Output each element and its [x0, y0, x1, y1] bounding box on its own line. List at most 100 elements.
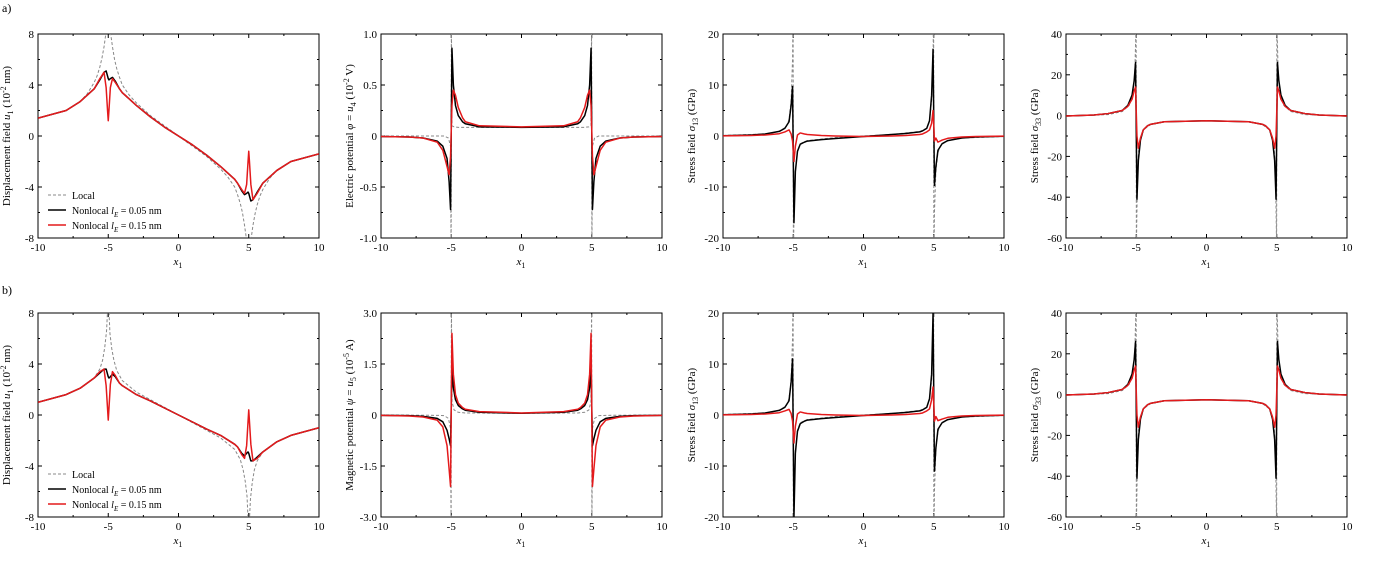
- series-line-nl2: [723, 386, 1004, 444]
- y-tick-label: -8: [25, 233, 35, 245]
- y-axis-label-part: nm): [1, 345, 13, 366]
- x-tick-label: 5: [589, 242, 595, 254]
- x-tick-label: -10: [31, 242, 46, 254]
- y-tick-label: 4: [29, 359, 35, 371]
- x-tick-label: -5: [104, 242, 114, 254]
- y-tick-label: 0: [1057, 111, 1063, 123]
- y-axis-label-part: σ: [1029, 125, 1041, 131]
- y-tick-label: -20: [1047, 430, 1062, 442]
- series-group: [723, 34, 1004, 238]
- legend-label-local: Local: [72, 191, 95, 202]
- y-axis-label: Electric potential φ = u4 (10-2 V): [342, 64, 358, 208]
- row-label-a: a): [2, 1, 11, 15]
- y-tick-label: 20: [1051, 70, 1063, 82]
- x-axis-label-part: x: [1201, 535, 1207, 547]
- x-axis-label-part: 1: [863, 261, 867, 270]
- x-tick-label: 0: [1204, 242, 1210, 254]
- x-tick-label: -10: [31, 521, 46, 533]
- x-axis-label-part: 1: [178, 540, 182, 549]
- series-line-nl2: [1066, 86, 1347, 149]
- y-axis-label-part: u: [344, 106, 356, 112]
- x-axis-label-part: x: [173, 256, 179, 268]
- x-tick-label: 0: [176, 521, 182, 533]
- y-axis-label-part: σ: [686, 125, 698, 131]
- x-tick-label: -10: [1059, 521, 1074, 533]
- x-axis-label-part: x: [516, 256, 522, 268]
- y-axis-label-part: (GPa): [1029, 367, 1041, 396]
- y-axis-label-part: A): [344, 339, 356, 353]
- x-axis-label-part: 1: [1206, 540, 1210, 549]
- y-axis-label-part: (GPa): [686, 88, 698, 117]
- row-label-b: b): [2, 283, 12, 297]
- x-axis-label-part: 1: [521, 540, 525, 549]
- y-axis-label-part: 4: [349, 102, 358, 106]
- y-axis-label-part: 33: [1034, 397, 1043, 405]
- y-tick-label: 0: [29, 131, 35, 143]
- y-tick-label: 20: [708, 308, 720, 320]
- y-axis-label-part: (10: [344, 359, 356, 377]
- y-axis-label-part: Magnetic potential: [344, 405, 356, 491]
- y-axis-label-part: (GPa): [686, 367, 698, 396]
- y-axis-label: Stress field σ33 (GPa): [1029, 88, 1043, 183]
- series-line-local: [1066, 313, 1347, 517]
- x-axis-label-part: 1: [863, 540, 867, 549]
- series-line-nl1: [1066, 61, 1347, 200]
- chart-panel-1: -10 -5 0 5 10 -1.0 -0.5 0 0.5 1.0 x1 Electric poten…: [342, 29, 668, 270]
- x-axis-label-part: x: [1201, 256, 1207, 268]
- y-axis-label-part: (GPa): [1029, 88, 1041, 117]
- y-axis-label-part: -5: [342, 353, 351, 360]
- series-group: [38, 34, 319, 238]
- y-tick-label: 0: [1057, 390, 1063, 402]
- y-axis-label-part: =: [344, 112, 356, 124]
- y-axis-label-part: 33: [1034, 118, 1043, 126]
- x-axis-label-part: 1: [178, 261, 182, 270]
- y-tick-label: -3.0: [360, 512, 378, 524]
- series-line-nl2: [38, 71, 319, 201]
- x-tick-label: -5: [789, 242, 799, 254]
- y-tick-label: 3.0: [363, 308, 377, 320]
- x-tick-label: -10: [716, 242, 731, 254]
- x-tick-label: 0: [176, 242, 182, 254]
- x-axis-label: x1: [173, 535, 183, 549]
- y-tick-label: -10: [704, 461, 719, 473]
- y-tick-label: 0: [372, 410, 378, 422]
- y-tick-label: 20: [708, 29, 720, 41]
- y-axis-label-part: =: [344, 387, 356, 399]
- y-tick-label: -20: [1047, 151, 1062, 163]
- x-tick-label: -10: [374, 242, 389, 254]
- legend: Local Nonlocal lE = 0.05 nm Nonlocal lE = …: [48, 191, 162, 234]
- x-tick-label: 5: [931, 242, 937, 254]
- x-axis-label: x1: [516, 256, 526, 270]
- y-axis-label-part: φ: [344, 124, 356, 130]
- y-tick-label: 0.5: [363, 80, 377, 92]
- y-axis-label-part: 1: [6, 110, 15, 114]
- y-axis-label-part: -2: [0, 365, 8, 372]
- chart-panel-3: -10 -5 0 5 10 -60 -40 -20 0 20 40 x1 Stress field σ3…: [1029, 29, 1353, 270]
- x-tick-label: 10: [999, 242, 1011, 254]
- y-axis-label-part: Stress field: [686, 410, 698, 462]
- x-axis-label-part: x: [858, 535, 864, 547]
- y-tick-label: 0: [714, 410, 720, 422]
- y-axis-label-part: Stress field: [1029, 131, 1041, 183]
- series-line-local: [1066, 34, 1347, 238]
- series-line-nl2: [381, 332, 662, 488]
- y-tick-label: -20: [704, 512, 719, 524]
- x-tick-label: -5: [447, 242, 457, 254]
- y-tick-label: -4: [25, 461, 35, 473]
- y-axis-label-part: V): [344, 64, 356, 78]
- y-axis-label-part: 1: [6, 389, 15, 393]
- x-tick-label: 10: [999, 521, 1011, 533]
- series-line-nl2: [1066, 365, 1347, 428]
- y-tick-label: -40: [1047, 192, 1062, 204]
- x-axis-label: x1: [173, 256, 183, 270]
- y-tick-label: -60: [1047, 233, 1062, 245]
- y-tick-label: -4: [25, 182, 35, 194]
- y-axis-label-part: u: [344, 381, 356, 387]
- y-tick-label: -10: [704, 182, 719, 194]
- x-axis-label-part: x: [516, 535, 522, 547]
- y-axis-label: Magnetic potential ψ = u5 (10-5 A): [342, 339, 358, 491]
